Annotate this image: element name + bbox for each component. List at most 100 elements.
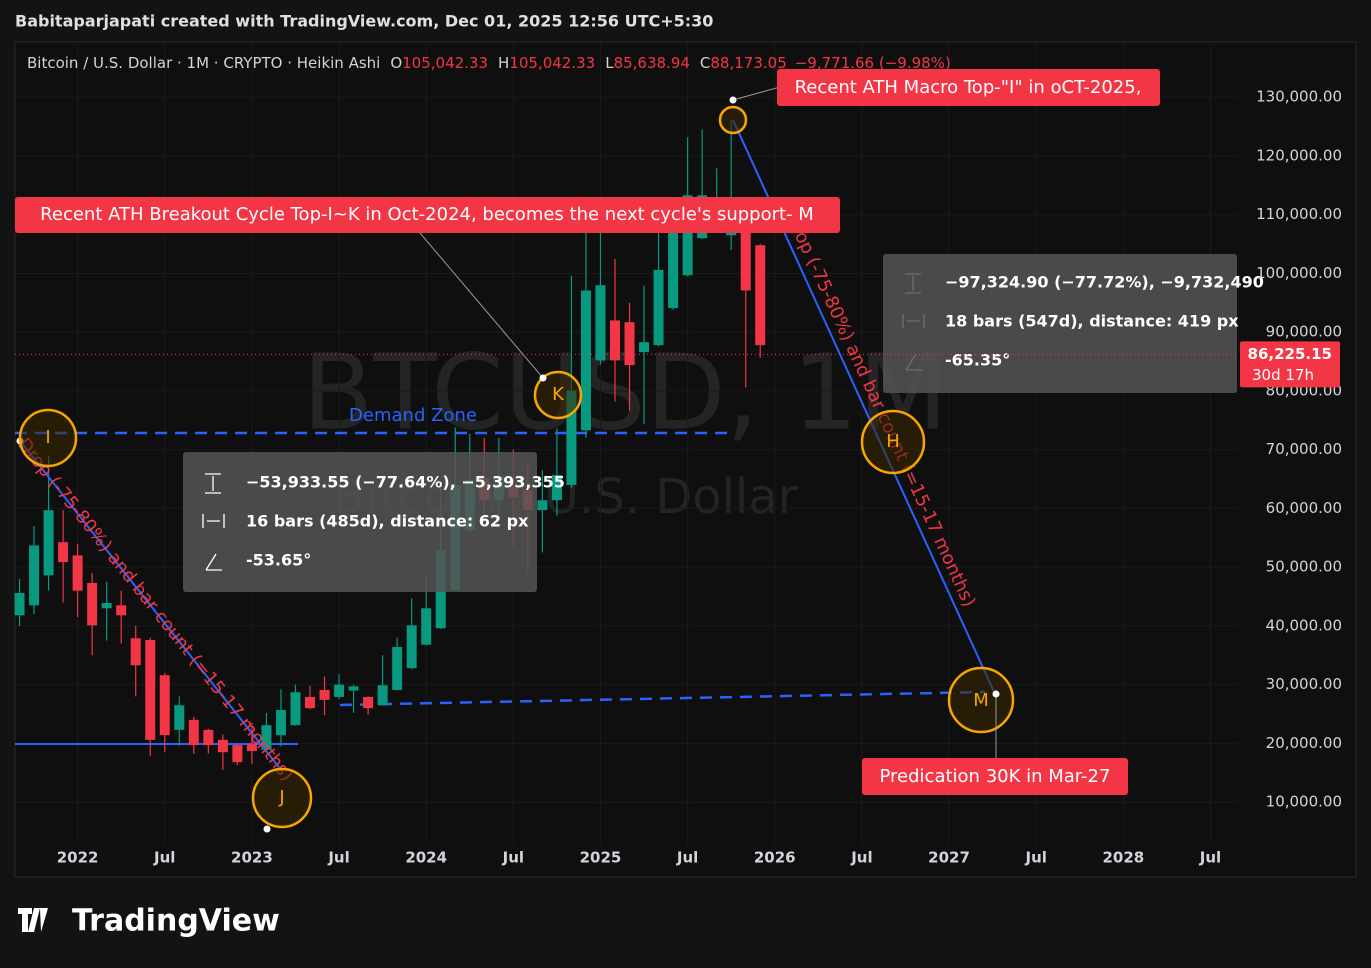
y-tick-label: 110,000.00 — [1256, 205, 1342, 223]
measure-change: −97,324.90 (−77.72%), −9,732,490 — [945, 273, 1264, 292]
candle-body — [740, 229, 751, 291]
candle-body — [217, 739, 228, 753]
callout-line — [732, 86, 781, 101]
ohlc-change: −9,771.66 (−9.98%) — [795, 54, 951, 72]
candle-body — [261, 725, 272, 750]
candle-body — [668, 215, 679, 309]
candle-body — [159, 675, 170, 736]
x-tick-label: 2025 — [580, 849, 622, 867]
marker-label: J — [278, 787, 284, 808]
annotation-text: Recent ATH Macro Top-"I" in oCT-2025, — [795, 77, 1142, 98]
ohlc-key: C — [700, 54, 710, 72]
candle-body — [421, 608, 432, 645]
candle-body — [551, 474, 562, 501]
candle-body — [363, 696, 374, 709]
measure-change: −53,933.55 (−77.64%), −5,393,355 — [246, 473, 565, 492]
y-tick-label: 90,000.00 — [1266, 323, 1342, 341]
measure-box — [183, 452, 537, 592]
candle-body — [377, 685, 388, 706]
candle-body — [290, 692, 301, 726]
marker-circle — [860, 409, 926, 475]
candle-body — [580, 290, 591, 431]
measure-angle: -65.35° — [945, 351, 1010, 370]
anchor-dot — [263, 825, 271, 833]
ohlc-key: O — [390, 54, 402, 72]
measure-angle: -53.65° — [246, 551, 311, 570]
candle-body — [58, 542, 69, 563]
marker-circle — [947, 666, 1015, 734]
anchor-dot — [729, 96, 737, 104]
x-tick-label: 2028 — [1102, 849, 1144, 867]
candle-body — [305, 696, 315, 709]
y-tick-label: 120,000.00 — [1256, 146, 1342, 164]
annotation-box — [862, 758, 1128, 795]
x-tick-label: Jul — [502, 849, 524, 867]
brand: TradingView — [72, 904, 280, 939]
anchor-dot — [539, 374, 547, 382]
ohlc-value: 105,042.33 — [402, 54, 488, 72]
price-tag — [1240, 341, 1340, 388]
x-tick-label: 2023 — [231, 849, 273, 867]
candle-body — [406, 625, 417, 669]
measure-icon — [205, 553, 222, 571]
support-projection — [339, 690, 986, 707]
candle-body — [392, 647, 403, 690]
candle-body — [203, 729, 214, 746]
annotation-text: Recent ATH Breakout Cycle Top-I~K in Oct… — [40, 204, 814, 225]
candle-body — [72, 555, 83, 591]
candle-body — [232, 745, 243, 763]
symbol-line: Bitcoin / U.S. Dollar · 1M · CRYPTO · He… — [27, 54, 380, 72]
candle-body — [43, 510, 54, 576]
annotation-text: Predication 30K in Mar-27 — [880, 766, 1111, 787]
candle-body — [29, 545, 40, 606]
x-tick-label: 2027 — [928, 849, 970, 867]
candle-body — [595, 285, 606, 361]
ohlc-value: 105,042.33 — [509, 54, 595, 72]
anchor-dot — [992, 690, 1000, 698]
author-line: Babitaparjapati created with TradingView… — [15, 12, 713, 31]
candle-body — [610, 320, 620, 361]
x-tick-label: 2024 — [405, 849, 447, 867]
y-tick-label: 60,000.00 — [1266, 499, 1342, 517]
ohlc-key: H — [498, 54, 509, 72]
candle-body — [348, 686, 359, 691]
ohlc-value: 88,173.05 — [710, 54, 786, 72]
measure-bars: 16 bars (485d), distance: 62 px — [246, 512, 529, 531]
y-tick-label: 20,000.00 — [1266, 734, 1342, 752]
candle-body — [145, 639, 156, 740]
candle-body — [188, 719, 199, 746]
candle-body — [116, 605, 127, 616]
x-tick-label: 2022 — [57, 849, 99, 867]
ohlc-value: 85,638.94 — [614, 54, 690, 72]
marker-label: K — [552, 384, 565, 405]
marker-circle — [718, 105, 748, 135]
candle-body — [14, 592, 25, 616]
annotation-box — [777, 69, 1160, 106]
x-tick-label: Jul — [850, 849, 872, 867]
ohlc-legend: Bitcoin / U.S. Dollar · 1M · CRYPTO · He… — [27, 54, 951, 72]
y-tick-label: 30,000.00 — [1266, 675, 1342, 693]
logo — [18, 908, 48, 932]
measure-box — [883, 254, 1237, 393]
x-tick-label: Jul — [1199, 849, 1221, 867]
candle-body — [624, 322, 635, 366]
x-tick-label: 2026 — [754, 849, 796, 867]
price-tag-value: 86,225.15 — [1248, 345, 1332, 363]
ohlc-key: L — [605, 54, 614, 72]
marker-circle — [251, 767, 313, 829]
x-tick-label: Jul — [1024, 849, 1046, 867]
y-tick-label: 100,000.00 — [1256, 264, 1342, 282]
candle-body — [319, 689, 330, 700]
measure-bars: 18 bars (547d), distance: 419 px — [945, 312, 1239, 331]
candle-body — [639, 342, 650, 353]
demand-zone-label: Demand Zone — [349, 405, 477, 426]
candle-body — [653, 269, 664, 346]
candle-body — [130, 638, 141, 666]
candle-body — [566, 390, 577, 485]
candle-body — [755, 245, 766, 346]
measure-icon — [202, 514, 225, 528]
x-tick-label: Jul — [327, 849, 349, 867]
candle-body — [101, 602, 112, 609]
candle-body — [537, 500, 548, 511]
